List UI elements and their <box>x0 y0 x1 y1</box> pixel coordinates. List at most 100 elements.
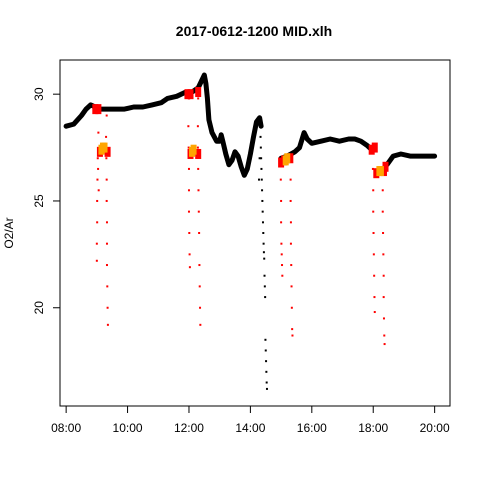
data-point <box>198 232 201 234</box>
x-tick-label: 08:00 <box>51 421 81 435</box>
series-band <box>92 87 389 179</box>
data-point <box>258 157 261 160</box>
data-point <box>263 274 266 277</box>
x-tick-label: 14:00 <box>235 421 265 435</box>
data-point <box>190 144 197 155</box>
data-point <box>262 251 265 254</box>
data-point <box>280 199 283 202</box>
series-line <box>63 72 264 178</box>
data-point <box>382 296 385 299</box>
data-point <box>196 125 199 128</box>
data-point <box>261 199 264 202</box>
data-point <box>382 274 385 277</box>
data-point <box>373 274 376 277</box>
data-point <box>262 242 265 245</box>
data-point <box>382 161 389 172</box>
data-point <box>105 242 108 245</box>
data-point <box>197 210 200 213</box>
data-point <box>187 189 190 192</box>
data-point <box>259 146 262 149</box>
x-tick-label: 16:00 <box>297 421 327 435</box>
data-point <box>260 178 263 181</box>
data-point <box>260 157 263 160</box>
data-point <box>95 242 98 245</box>
data-point <box>197 97 200 100</box>
data-point <box>287 153 294 164</box>
data-point <box>382 232 385 234</box>
data-point <box>188 232 191 234</box>
y-axis: 20 25 30 <box>32 87 61 314</box>
data-point <box>368 144 375 155</box>
data-point <box>264 349 267 352</box>
data-point <box>97 131 100 134</box>
data-point <box>96 178 99 181</box>
data-point <box>372 253 375 256</box>
data-point <box>97 167 100 170</box>
data-point <box>383 343 386 346</box>
data-point <box>371 167 374 170</box>
data-point <box>290 264 293 267</box>
data-point <box>264 296 267 299</box>
data-point <box>261 210 264 213</box>
data-point <box>263 285 266 288</box>
data-point <box>261 189 264 192</box>
data-point <box>372 210 375 213</box>
data-point <box>265 360 268 363</box>
data-point <box>101 142 108 153</box>
data-point <box>289 242 292 245</box>
data-point <box>373 168 380 179</box>
data-point <box>187 125 190 128</box>
data-point <box>382 317 385 320</box>
series-line <box>278 130 375 161</box>
data-point <box>257 178 260 181</box>
plot-area <box>63 72 438 390</box>
data-point <box>105 178 108 181</box>
data-point <box>371 142 378 153</box>
series-spike <box>95 97 386 346</box>
data-point <box>259 135 262 138</box>
y-axis-label: O2/Ar <box>2 217 16 248</box>
data-point <box>92 104 99 115</box>
data-point <box>199 323 202 326</box>
data-point <box>381 210 384 213</box>
data-point <box>278 157 285 168</box>
data-point <box>281 274 284 277</box>
data-point <box>373 296 376 299</box>
x-tick-label: 10:00 <box>113 421 143 435</box>
data-point <box>264 338 267 341</box>
data-point <box>263 257 266 260</box>
data-point <box>290 285 293 288</box>
data-point <box>106 285 109 288</box>
data-point <box>289 178 292 181</box>
data-point <box>372 189 375 192</box>
data-point <box>187 167 190 170</box>
x-axis: 08:00 10:00 12:00 14:00 16:00 18:00 20:00 <box>51 405 450 435</box>
data-point <box>96 157 99 160</box>
data-point <box>106 323 109 326</box>
data-point <box>265 387 268 390</box>
data-point <box>280 253 283 256</box>
series-line <box>384 151 438 168</box>
plot-frame <box>59 59 451 407</box>
data-point <box>184 89 191 100</box>
data-point <box>195 87 202 98</box>
data-point <box>105 135 108 138</box>
data-point <box>280 242 283 245</box>
data-point <box>199 306 202 309</box>
data-point <box>96 221 99 224</box>
data-point <box>187 89 194 100</box>
y-tick-label: 25 <box>32 194 46 208</box>
data-point <box>187 146 190 149</box>
series-highlight <box>98 142 384 177</box>
data-point <box>383 334 386 337</box>
data-point <box>377 166 384 177</box>
x-tick-label: 12:00 <box>174 421 204 435</box>
data-point <box>289 221 292 224</box>
chart-title: 2017-0612-1200 MID.xlh <box>176 23 332 39</box>
data-point <box>198 285 201 288</box>
data-point <box>104 146 111 157</box>
data-point <box>381 189 384 192</box>
data-point <box>105 157 108 160</box>
data-point <box>280 221 283 224</box>
